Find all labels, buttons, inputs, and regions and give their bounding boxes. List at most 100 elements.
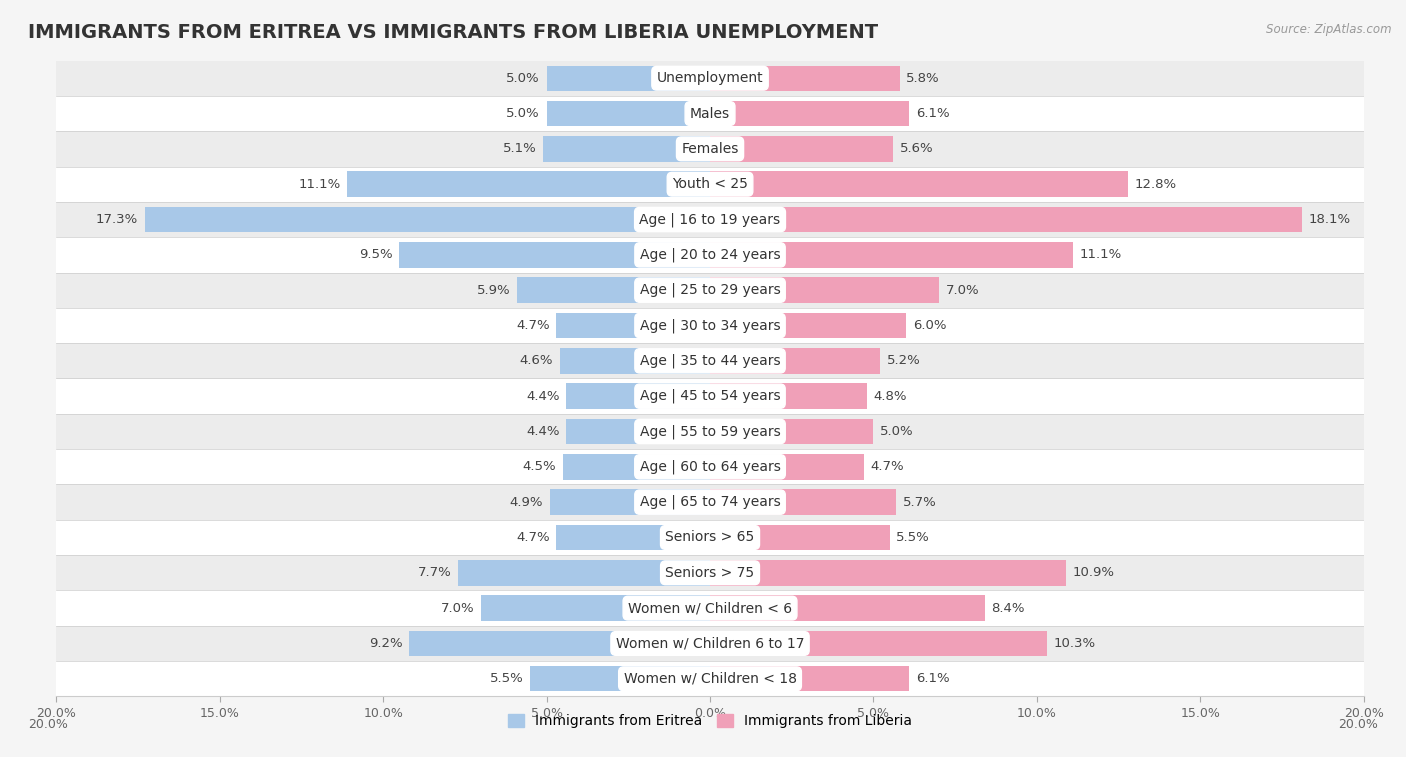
Bar [56,343,1364,378]
Bar [530,666,710,691]
Bar [347,172,710,197]
Bar [56,273,1364,308]
Text: 20.0%: 20.0% [1339,718,1378,731]
Text: 8.4%: 8.4% [991,602,1025,615]
Text: 5.5%: 5.5% [489,672,523,685]
Bar [56,449,1364,484]
Legend: Immigrants from Eritrea, Immigrants from Liberia: Immigrants from Eritrea, Immigrants from… [502,709,918,734]
Bar [481,596,710,621]
Text: Males: Males [690,107,730,120]
Text: 4.7%: 4.7% [516,319,550,332]
Bar [560,348,710,373]
Text: 18.1%: 18.1% [1308,213,1350,226]
Bar [710,454,863,479]
Text: 4.4%: 4.4% [526,390,560,403]
Bar [56,590,1364,626]
Text: Women w/ Children < 6: Women w/ Children < 6 [628,601,792,615]
Text: 5.9%: 5.9% [477,284,510,297]
Text: 7.0%: 7.0% [441,602,475,615]
Bar [710,136,893,161]
Text: Females: Females [682,142,738,156]
Text: 4.4%: 4.4% [526,425,560,438]
Text: Age | 55 to 59 years: Age | 55 to 59 years [640,424,780,439]
Bar [56,308,1364,343]
Bar [56,96,1364,131]
Bar [710,596,984,621]
Text: 20.0%: 20.0% [28,718,67,731]
Bar [399,242,710,267]
Text: 12.8%: 12.8% [1135,178,1177,191]
Text: 5.7%: 5.7% [903,496,936,509]
Text: 5.1%: 5.1% [503,142,537,155]
Text: 5.0%: 5.0% [506,107,540,120]
Bar [547,101,710,126]
Text: 4.5%: 4.5% [523,460,557,473]
Text: 5.6%: 5.6% [900,142,934,155]
Text: Age | 20 to 24 years: Age | 20 to 24 years [640,248,780,262]
Bar [56,237,1364,273]
Text: Seniors > 65: Seniors > 65 [665,531,755,544]
Bar [517,278,710,303]
Text: 5.0%: 5.0% [506,72,540,85]
Text: 5.8%: 5.8% [905,72,939,85]
Bar [557,525,710,550]
Text: Age | 60 to 64 years: Age | 60 to 64 years [640,459,780,474]
Text: Age | 65 to 74 years: Age | 65 to 74 years [640,495,780,509]
Bar [710,666,910,691]
Bar [56,661,1364,696]
Text: 7.0%: 7.0% [945,284,979,297]
Bar [409,631,710,656]
Text: Seniors > 75: Seniors > 75 [665,565,755,580]
Text: 9.5%: 9.5% [360,248,392,261]
Text: 7.7%: 7.7% [418,566,451,579]
Bar [56,131,1364,167]
Bar [567,384,710,409]
Text: 11.1%: 11.1% [1080,248,1122,261]
Text: Age | 35 to 44 years: Age | 35 to 44 years [640,354,780,368]
Bar [550,490,710,515]
Text: 17.3%: 17.3% [96,213,138,226]
Text: 11.1%: 11.1% [298,178,340,191]
Text: Unemployment: Unemployment [657,71,763,86]
Bar [710,419,873,444]
Text: 4.7%: 4.7% [870,460,904,473]
Bar [710,313,905,338]
Bar [547,66,710,91]
Bar [710,242,1073,267]
Bar [56,61,1364,96]
Text: Women w/ Children < 18: Women w/ Children < 18 [623,671,797,686]
Bar [145,207,710,232]
Bar [710,490,897,515]
Bar [562,454,710,479]
Bar [56,202,1364,237]
Text: Women w/ Children 6 to 17: Women w/ Children 6 to 17 [616,637,804,650]
Bar [567,419,710,444]
Text: Age | 45 to 54 years: Age | 45 to 54 years [640,389,780,403]
Bar [543,136,710,161]
Bar [710,172,1129,197]
Text: Source: ZipAtlas.com: Source: ZipAtlas.com [1267,23,1392,36]
Text: 10.9%: 10.9% [1073,566,1115,579]
Text: Age | 25 to 29 years: Age | 25 to 29 years [640,283,780,298]
Bar [557,313,710,338]
Text: 6.1%: 6.1% [915,672,949,685]
Text: Age | 16 to 19 years: Age | 16 to 19 years [640,212,780,227]
Bar [710,560,1066,585]
Text: 4.8%: 4.8% [873,390,907,403]
Text: 6.1%: 6.1% [915,107,949,120]
Text: 6.0%: 6.0% [912,319,946,332]
Text: 9.2%: 9.2% [370,637,402,650]
Text: Youth < 25: Youth < 25 [672,177,748,192]
Bar [710,207,1302,232]
Bar [710,278,939,303]
Bar [56,520,1364,555]
Bar [710,631,1046,656]
Text: 10.3%: 10.3% [1053,637,1095,650]
Bar [56,378,1364,414]
Bar [710,525,890,550]
Bar [458,560,710,585]
Bar [710,101,910,126]
Text: 4.9%: 4.9% [510,496,543,509]
Bar [710,384,868,409]
Bar [56,555,1364,590]
